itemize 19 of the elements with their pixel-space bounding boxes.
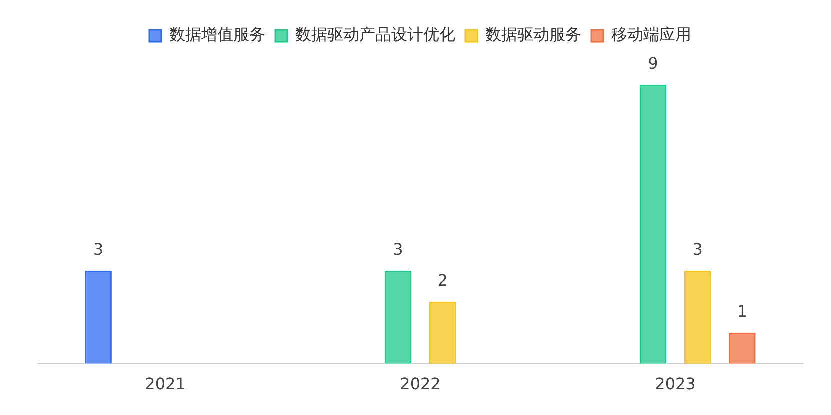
data-label: 9 bbox=[648, 54, 658, 74]
data-label: 2 bbox=[438, 270, 448, 290]
x-tick-label: 2023 bbox=[655, 374, 696, 394]
data-label: 3 bbox=[93, 240, 104, 260]
bar bbox=[85, 270, 112, 364]
legend-label: 数据增值服务 bbox=[170, 25, 266, 44]
legend-label: 数据驱动服务 bbox=[486, 25, 582, 44]
x-tick-label: 2021 bbox=[145, 374, 186, 394]
x-tick-label: 2022 bbox=[400, 374, 441, 394]
bar bbox=[684, 270, 712, 364]
data-label: 3 bbox=[393, 240, 404, 260]
bar bbox=[640, 84, 667, 364]
bar bbox=[729, 332, 756, 364]
legend-label: 移动端应用 bbox=[612, 25, 692, 44]
legend-label: 数据驱动产品设计优化 bbox=[296, 25, 456, 44]
data-label: 3 bbox=[692, 240, 703, 260]
bar bbox=[429, 302, 456, 364]
bar bbox=[384, 270, 412, 364]
data-label: 1 bbox=[737, 302, 748, 321]
